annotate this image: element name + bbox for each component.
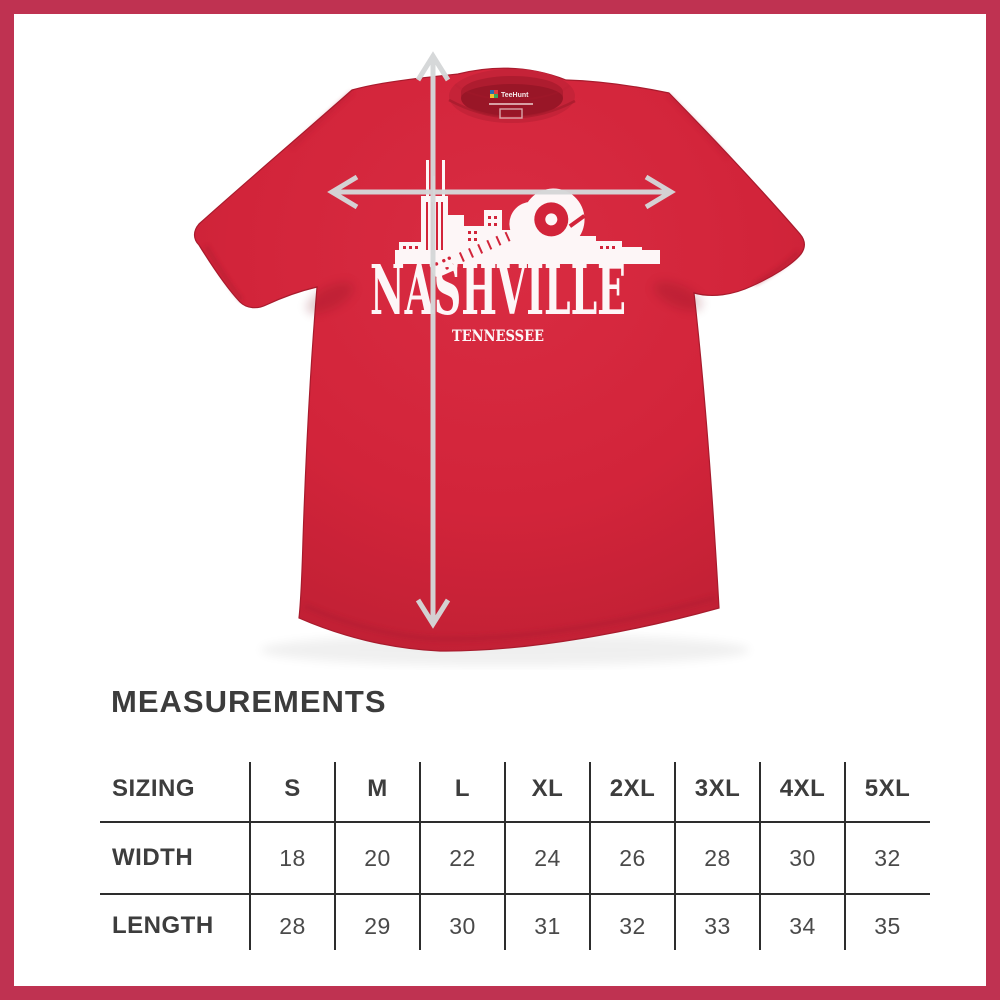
row-label-length: LENGTH xyxy=(112,912,214,939)
collar-tag: TeeHunt xyxy=(489,90,533,119)
tshirt-body xyxy=(193,67,805,652)
table-divider xyxy=(100,893,930,895)
tag-fine-print-line xyxy=(489,103,533,105)
col-header-m: M xyxy=(367,775,388,802)
col-header-2xl: 2XL xyxy=(609,775,656,802)
length-value-l: 30 xyxy=(449,912,476,939)
tag-size-box xyxy=(499,108,523,119)
city-wordmark: NASHVILLE xyxy=(370,251,626,331)
table-divider xyxy=(759,762,761,950)
col-header-l: L xyxy=(454,775,471,802)
collar xyxy=(448,69,576,123)
section-title: MEASUREMENTS xyxy=(111,684,387,719)
table-divider xyxy=(674,762,676,950)
width-value-5xl: 32 xyxy=(874,844,901,871)
table-divider xyxy=(504,762,506,950)
table-divider xyxy=(589,762,591,950)
nashville-graphic: NASHVILLE TENNESSEE xyxy=(370,160,660,345)
state-wordmark: TENNESSEE xyxy=(452,326,544,345)
col-header-3xl: 3XL xyxy=(694,775,741,802)
col-header-4xl: 4XL xyxy=(779,775,826,802)
measurement-arrows xyxy=(327,51,676,629)
table-divider xyxy=(844,762,846,950)
width-value-xl: 24 xyxy=(534,844,561,871)
table-divider xyxy=(249,762,251,950)
row-label-width: WIDTH xyxy=(112,844,194,871)
length-arrow-icon xyxy=(415,51,451,629)
width-value-4xl: 30 xyxy=(789,844,816,871)
width-value-l: 22 xyxy=(449,844,476,871)
brand-logo-icon xyxy=(490,90,498,98)
table-divider xyxy=(100,821,930,823)
length-value-s: 28 xyxy=(279,912,306,939)
table-divider xyxy=(334,762,336,950)
width-value-s: 18 xyxy=(279,844,306,871)
width-arrow-icon xyxy=(327,174,676,210)
length-value-2xl: 32 xyxy=(619,912,646,939)
length-value-3xl: 33 xyxy=(704,912,731,939)
length-value-m: 29 xyxy=(364,912,391,939)
col-header-5xl: 5XL xyxy=(864,775,911,802)
col-header-xl: XL xyxy=(531,775,564,802)
width-value-3xl: 28 xyxy=(704,844,731,871)
col-header-s: S xyxy=(284,775,301,802)
col-header-sizing: SIZING xyxy=(112,775,196,802)
length-value-xl: 31 xyxy=(534,912,561,939)
width-value-2xl: 26 xyxy=(619,844,646,871)
brand-name: TeeHunt xyxy=(501,92,529,99)
tshirt-photo: TeeHunt xyxy=(193,51,805,666)
length-value-5xl: 35 xyxy=(874,912,901,939)
size-table: SIZING S M L XL 2XL 3XL 4XL 5XL WIDTH 18… xyxy=(100,756,930,958)
guitar-icon xyxy=(429,188,586,278)
tshirt-illustration: TeeHunt xyxy=(193,51,805,666)
table-divider xyxy=(419,762,421,950)
length-value-4xl: 34 xyxy=(789,912,816,939)
width-value-m: 20 xyxy=(364,844,391,871)
